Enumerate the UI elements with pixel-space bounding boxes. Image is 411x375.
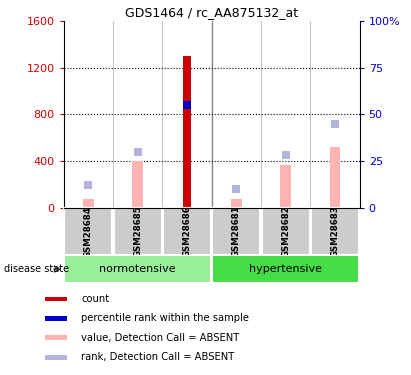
Bar — [114, 208, 162, 255]
Text: GSM28685: GSM28685 — [133, 206, 142, 257]
Text: disease state: disease state — [4, 264, 69, 274]
Text: GSM28686: GSM28686 — [182, 206, 192, 257]
Point — [233, 186, 240, 192]
Bar — [280, 165, 291, 208]
Bar — [45, 316, 67, 321]
Text: GSM28683: GSM28683 — [330, 206, 339, 257]
Bar — [163, 208, 211, 255]
Bar — [132, 161, 143, 208]
Point — [282, 152, 289, 158]
Bar — [65, 255, 211, 283]
Text: percentile rank within the sample: percentile rank within the sample — [81, 314, 249, 323]
Bar — [45, 335, 67, 340]
Text: value, Detection Call = ABSENT: value, Detection Call = ABSENT — [81, 333, 240, 343]
Text: GSM28684: GSM28684 — [84, 206, 93, 258]
Bar — [45, 297, 67, 302]
Bar — [212, 208, 260, 255]
Bar — [182, 56, 192, 208]
Text: hypertensive: hypertensive — [249, 264, 322, 274]
Bar — [231, 199, 242, 208]
Bar — [212, 255, 359, 283]
Text: normotensive: normotensive — [99, 264, 176, 274]
Text: GSM28682: GSM28682 — [281, 206, 290, 257]
Point — [332, 122, 338, 128]
Text: count: count — [81, 294, 110, 304]
Bar — [83, 200, 94, 208]
Text: GSM28681: GSM28681 — [232, 206, 241, 257]
Bar — [45, 355, 67, 360]
Point — [184, 102, 190, 108]
Point — [85, 182, 92, 188]
Point — [134, 149, 141, 155]
Bar — [330, 147, 340, 208]
Bar — [65, 208, 112, 255]
Title: GDS1464 / rc_AA875132_at: GDS1464 / rc_AA875132_at — [125, 6, 298, 20]
Text: rank, Detection Call = ABSENT: rank, Detection Call = ABSENT — [81, 352, 235, 362]
Bar — [262, 208, 309, 255]
Bar — [311, 208, 359, 255]
